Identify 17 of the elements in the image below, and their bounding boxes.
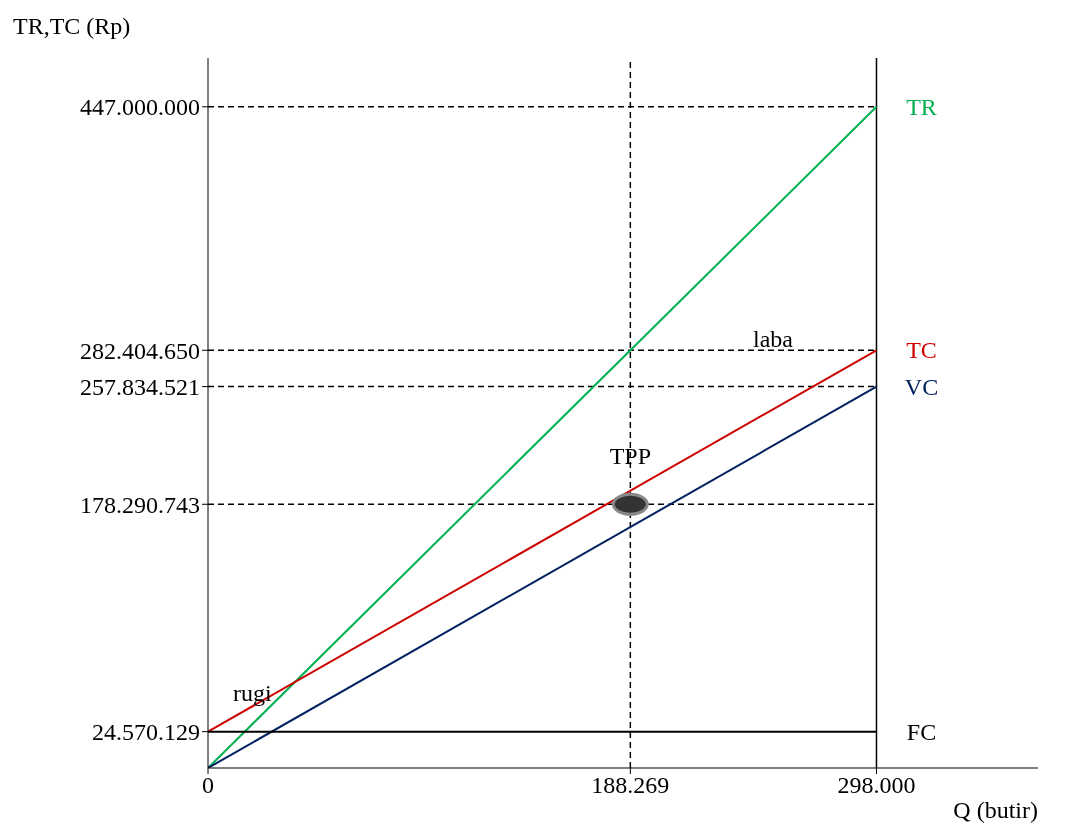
series-label: TC: [906, 337, 937, 364]
y-axis-title: TR,TC (Rp): [13, 13, 131, 40]
annotation: laba: [753, 326, 793, 353]
y-tick-label: 257.834.521: [80, 374, 200, 401]
series-label: FC: [906, 718, 937, 745]
series-label: TR: [906, 93, 937, 120]
y-tick-label: 282.404.650: [80, 337, 200, 364]
y-tick-label: 447.000.000: [80, 94, 200, 121]
y-tick-label: 178.290.743: [80, 491, 200, 518]
annotation: TPP: [609, 443, 652, 470]
x-tick-label: 298.000: [837, 772, 916, 799]
x-tick-label: 188.269: [591, 772, 670, 799]
y-tick-label: 24.570.129: [92, 719, 200, 746]
x-axis-title: Q (butir): [953, 797, 1038, 823]
series-label: VC: [904, 373, 939, 400]
annotation: rugi: [233, 680, 272, 707]
x-tick-label: 0: [202, 772, 214, 799]
